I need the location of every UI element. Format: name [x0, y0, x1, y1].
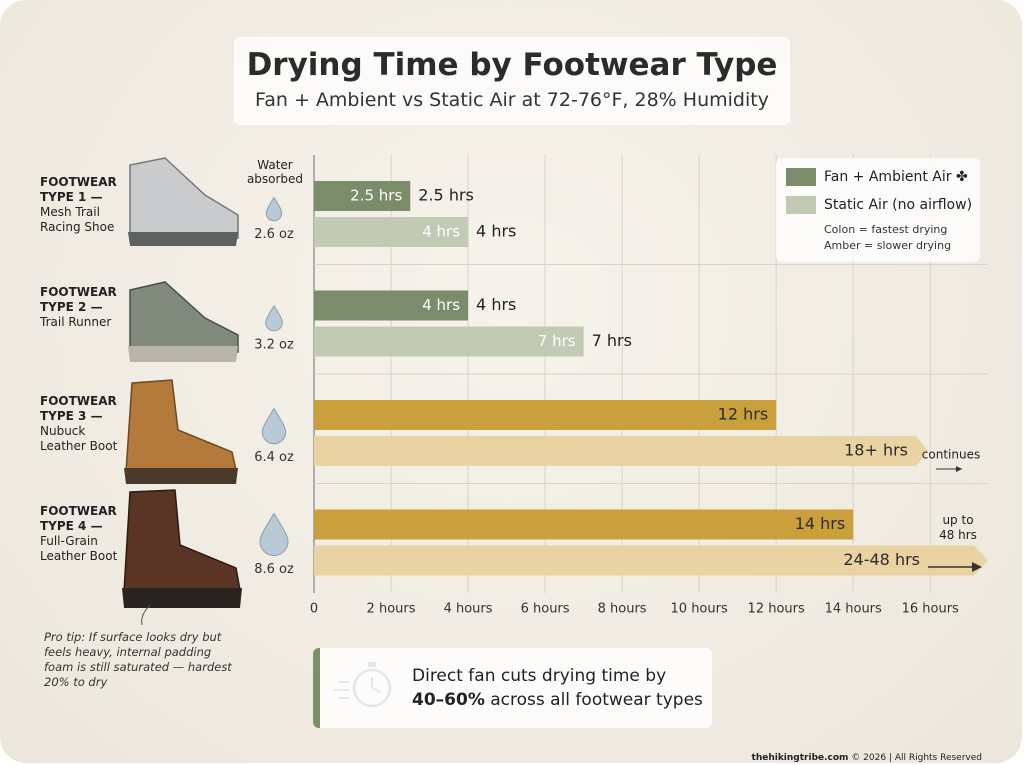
chart-subtitle: Fan + Ambient vs Static Air at 72-76°F, …	[255, 89, 769, 111]
legend-item: Fan + Ambient Air ✤	[786, 168, 968, 186]
footer: thehikingtribe.com © 2026 | All Rights R…	[752, 753, 982, 763]
value-label: 7 hrs	[592, 331, 632, 350]
shoe-2	[128, 281, 239, 362]
callout-bold: 40–60%	[412, 690, 485, 710]
category-type: FOOTWEAR TYPE 3 —	[40, 394, 117, 423]
annotation: continues	[922, 448, 980, 462]
bar	[314, 181, 411, 211]
bar	[314, 400, 777, 430]
category-name: Trail Runner	[40, 314, 112, 329]
legend: Fan + Ambient Air ✤ Static Air (no airfl…	[776, 158, 980, 262]
water-label: 8.6 oz	[254, 562, 294, 577]
water-label: 6.4 oz	[254, 450, 294, 465]
value-label: 4 hrs	[476, 295, 516, 314]
legend-item: Static Air (no airflow)	[786, 196, 972, 214]
category-type: FOOTWEAR TYPE 1 —	[40, 175, 117, 204]
x-tick-label: 0	[310, 602, 318, 617]
x-tick-label: 2 hours	[367, 602, 416, 617]
legend-swatch	[786, 168, 816, 186]
water-drop	[259, 512, 289, 556]
annotation-line: 48 hrs	[939, 528, 977, 542]
water-drop	[265, 304, 283, 332]
x-tick-label: 10 hours	[671, 602, 728, 617]
category-label: FOOTWEAR TYPE 2 — Trail Runner	[40, 285, 120, 330]
x-tick-label: 8 hours	[598, 602, 647, 617]
value-label: 4 hrs	[476, 222, 516, 241]
bar	[314, 290, 469, 321]
bar	[314, 326, 584, 357]
x-tick-label: 14 hours	[825, 602, 882, 617]
callout: Direct fan cuts drying time by 40–60% acr…	[313, 648, 712, 728]
x-tick-label: 6 hours	[521, 602, 570, 617]
water-heading: Water absorbed	[246, 158, 304, 186]
boot-3	[124, 379, 238, 484]
chart-title: Drying Time by Footwear Type	[246, 47, 778, 83]
callout-text: Direct fan cuts drying time by 40–60% acr…	[412, 664, 712, 712]
category-type: FOOTWEAR TYPE 2 —	[40, 284, 117, 314]
water-drop	[265, 196, 283, 222]
legend-label: Static Air (no airflow)	[824, 197, 973, 213]
fan-icon: ✤	[955, 169, 968, 185]
value-label-inside: 4 hrs	[422, 223, 460, 241]
callout-tail: across all footwear types	[490, 690, 703, 710]
legend-swatch	[786, 196, 816, 214]
shoe-1	[128, 157, 239, 246]
annotation: up to 48 hrs	[939, 513, 977, 542]
pro-tip: Pro tip: If surface looks dry but feels …	[44, 630, 232, 689]
x-tick-label: 16 hours	[902, 602, 959, 617]
water-label: 3.2 oz	[254, 337, 294, 352]
category-name: Full-Grain Leather Boot	[40, 533, 118, 563]
bar	[314, 217, 469, 247]
annotation-line: up to	[942, 513, 973, 527]
x-tick-label: 12 hours	[748, 602, 805, 617]
value-label-inside: 24-48 hrs	[843, 550, 920, 569]
legend-note: Amber = slower drying	[824, 239, 952, 252]
bar	[314, 509, 854, 540]
bar	[314, 436, 928, 466]
value-label-inside: 7 hrs	[538, 332, 576, 350]
value-label-inside: 14 hrs	[795, 514, 846, 533]
title-box: Drying Time by Footwear Type Fan + Ambie…	[234, 37, 790, 125]
category-name: Nubuck Leather Boot	[40, 424, 118, 453]
annotation-arrowhead	[956, 466, 962, 472]
category-name: Mesh Trail Racing Shoe	[40, 205, 115, 234]
bars	[314, 181, 988, 576]
legend-label: Fan + Ambient Air	[824, 169, 952, 185]
water-drop	[261, 407, 287, 445]
category-type: FOOTWEAR TYPE 4 —	[40, 503, 117, 533]
x-tick-label: 4 hours	[444, 602, 493, 617]
annotation-arrowhead	[972, 562, 982, 572]
value-label-inside: 18+ hrs	[844, 441, 908, 460]
water-label: 2.6 oz	[254, 227, 294, 242]
callout-lead: Direct fan cuts drying time by	[412, 666, 667, 686]
boot-4	[122, 489, 242, 608]
category-label: FOOTWEAR TYPE 3 — Nubuck Leather Boot	[40, 394, 120, 454]
legend-note: Colon = fastest drying	[824, 223, 948, 236]
value-label-inside: 12 hrs	[718, 405, 769, 424]
footer-rest: © 2026 | All Rights Reserved	[851, 753, 982, 763]
footer-site: thehikingtribe.com	[751, 753, 849, 763]
tip-pointer	[141, 604, 151, 626]
value-label: 2.5 hrs	[418, 186, 474, 205]
bar	[314, 545, 988, 576]
category-label: FOOTWEAR TYPE 4 — Full-Grain Leather Boot	[40, 504, 120, 564]
category-label: FOOTWEAR TYPE 1 — Mesh Trail Racing Shoe	[40, 175, 120, 235]
value-label-inside: 2.5 hrs	[350, 187, 402, 205]
value-label-inside: 4 hrs	[422, 296, 460, 314]
